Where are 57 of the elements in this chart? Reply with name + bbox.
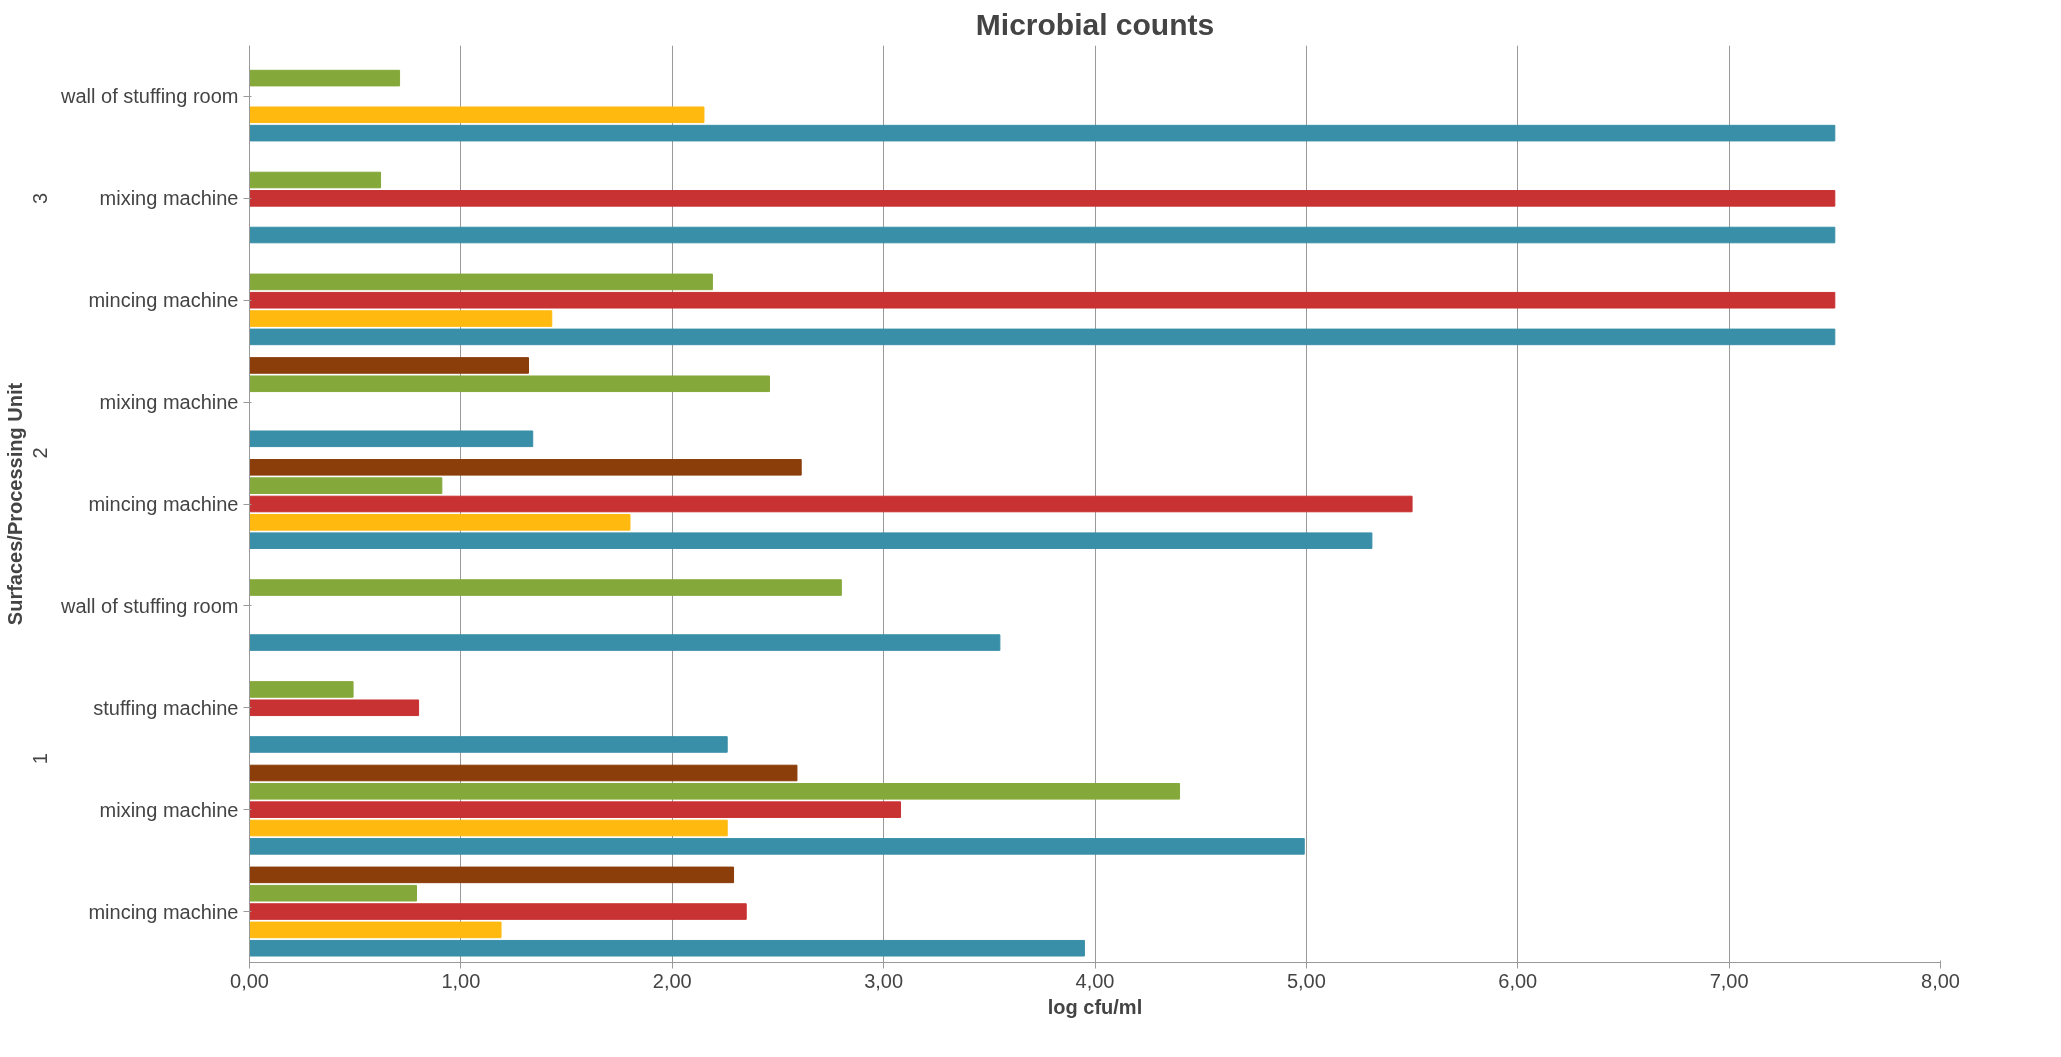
bar bbox=[249, 459, 802, 476]
y-tick-label: mixing machine bbox=[99, 391, 239, 414]
bar bbox=[249, 532, 1373, 549]
y-tick-label: mincing machine bbox=[88, 493, 239, 515]
bar bbox=[249, 430, 534, 448]
bar bbox=[249, 838, 1305, 855]
bar bbox=[249, 357, 530, 374]
bar bbox=[249, 310, 553, 327]
x-axis-title: log cfu/ml bbox=[1047, 995, 1143, 1018]
bar bbox=[249, 903, 747, 920]
bar bbox=[249, 477, 443, 494]
y-tick-label: stuffing machine bbox=[93, 696, 239, 719]
x-tick-label: 8,00 bbox=[1921, 969, 1960, 992]
bar bbox=[249, 375, 770, 393]
bar bbox=[249, 106, 705, 124]
chart-title: Microbial counts bbox=[975, 7, 1215, 41]
x-tick-label: 0,00 bbox=[230, 969, 269, 992]
bar bbox=[249, 291, 1836, 309]
bar bbox=[249, 634, 1001, 651]
y-tick-label: mincing machine bbox=[88, 900, 239, 923]
bar bbox=[249, 124, 1836, 142]
text: 1 bbox=[29, 753, 52, 765]
bar bbox=[249, 190, 1836, 207]
y-tick-label: mixing machine bbox=[99, 798, 239, 821]
bar bbox=[249, 328, 1836, 346]
bar bbox=[249, 939, 1085, 957]
bar bbox=[249, 736, 728, 753]
bar bbox=[249, 514, 631, 531]
y-tick-label: mixing machine bbox=[99, 187, 239, 210]
bar bbox=[249, 866, 735, 884]
y-tick-label: mincing machine bbox=[88, 289, 239, 312]
text: 3 bbox=[29, 192, 52, 204]
text: 2 bbox=[29, 447, 52, 459]
y-axis-title: Surfaces/Processing Unit bbox=[3, 382, 26, 626]
bar bbox=[249, 884, 417, 902]
x-tick-label: 5,00 bbox=[1286, 969, 1326, 992]
x-tick-label: 7,00 bbox=[1709, 969, 1749, 992]
x-tick-label: 6,00 bbox=[1498, 969, 1538, 992]
y-tick-label: wall of stuffing room bbox=[60, 85, 239, 108]
bar bbox=[249, 495, 1413, 513]
bar bbox=[249, 783, 1181, 800]
bar bbox=[249, 681, 354, 698]
x-tick-label: 3,00 bbox=[864, 969, 904, 992]
bar bbox=[249, 699, 420, 717]
bar bbox=[249, 69, 401, 87]
bar bbox=[249, 226, 1836, 244]
x-tick-label: 1,00 bbox=[441, 969, 481, 992]
bar bbox=[249, 801, 902, 818]
x-tick-label: 2,00 bbox=[652, 969, 692, 992]
bar bbox=[249, 579, 842, 596]
bar bbox=[249, 171, 382, 189]
bar bbox=[249, 764, 798, 782]
x-tick-label: 4,00 bbox=[1075, 969, 1115, 992]
bar bbox=[249, 273, 713, 291]
bar bbox=[249, 921, 502, 939]
bar bbox=[249, 819, 728, 837]
y-tick-label: wall of stuffing room bbox=[60, 594, 239, 617]
